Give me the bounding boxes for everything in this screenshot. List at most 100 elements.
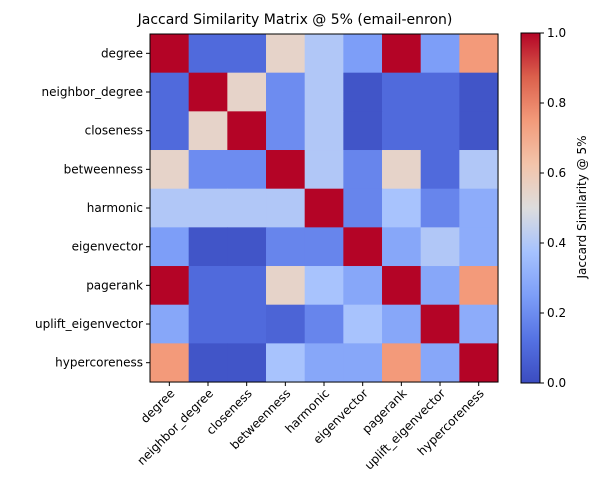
heatmap-cell [227,188,267,228]
heatmap-cell [382,34,422,74]
heatmap-cell [227,150,267,190]
heatmap-cell [227,72,267,112]
heatmap-cell [420,72,460,112]
heatmap-cell [266,266,306,306]
heatmap-cell [304,111,344,151]
heatmap-cell [382,343,422,383]
heatmap-cell [382,72,422,112]
heatmap-cell [382,304,422,344]
chart-title: Jaccard Similarity Matrix @ 5% (email-en… [137,12,453,28]
heatmap-cell [150,304,190,344]
heatmap-cell [304,304,344,344]
heatmap-cell [420,266,460,306]
heatmap-cell [459,111,499,151]
heatmap-cells [150,34,499,383]
heatmap-axes [146,33,499,387]
heatmap-cell [188,227,228,267]
heatmap-cell [304,150,344,190]
heatmap-cell [188,150,228,190]
heatmap-cell [304,72,344,112]
heatmap-cell [188,72,228,112]
colorbar-tick-label: 0.8 [547,96,566,110]
heatmap-cell [343,72,383,112]
heatmap-cell [343,304,383,344]
x-tick-labels: degreeneighbor_degreeclosenessbetweennes… [134,386,486,472]
colorbar-tick-label: 0.0 [547,376,566,390]
heatmap-cell [459,227,499,267]
heatmap-cell [227,266,267,306]
heatmap-cell [188,34,228,74]
heatmap-cell [188,266,228,306]
heatmap-cell [304,227,344,267]
colorbar-tick-label: 1.0 [547,26,566,40]
y-tick-label: uplift_eigenvector [35,317,143,331]
heatmap-cell [343,343,383,383]
heatmap-cell [382,111,422,151]
colorbar-label: Jaccard Similarity @ 5% [575,136,589,280]
heatmap-cell [150,266,190,306]
heatmap-cell [304,266,344,306]
heatmap-cell [420,304,460,344]
y-tick-labels: degree neighbor_degree closeness betweennes… [35,46,143,369]
colorbar-frame [520,32,541,384]
heatmap-cell [188,111,228,151]
heatmap-cell [459,72,499,112]
heatmap-cell [266,111,306,151]
heatmap-cell [343,188,383,228]
heatmap-cell [266,72,306,112]
heatmap-cell [227,34,267,74]
heatmap-cell [420,150,460,190]
heatmap-cell [266,227,306,267]
heatmap-cell [266,34,306,74]
heatmap-cell [266,150,306,190]
colorbar-tick-label: 0.6 [547,166,566,180]
heatmap-cell [304,343,344,383]
heatmap-cell [420,34,460,74]
colorbar: 0.0 0.2 0.4 0.6 0.8 1.0 [520,26,566,390]
colorbar-tick-label: 0.4 [547,236,566,250]
heatmap-cell [343,150,383,190]
heatmap-cell [382,227,422,267]
heatmap-cell [382,188,422,228]
heatmap-cell [150,111,190,151]
heatmap-cell [304,188,344,228]
heatmap-cell [343,111,383,151]
heatmap-cell [150,34,190,74]
heatmap-cell [420,343,460,383]
heatmap-cell [459,304,499,344]
heatmap-cell [227,304,267,344]
heatmap-cell [188,304,228,344]
heatmap-cell [420,111,460,151]
heatmap-cell [420,227,460,267]
y-tick-label: hypercoreness [55,356,143,370]
heatmap-cell [304,34,344,74]
colorbar-gradient [521,33,540,383]
heatmap-cell [188,343,228,383]
heatmap-cell [150,227,190,267]
y-tick-label: neighbor_degree [42,85,144,99]
heatmap-cell [150,188,190,228]
heatmap-cell [459,150,499,190]
heatmap-cell [266,188,306,228]
heatmap-cell [420,188,460,228]
heatmap-cell [343,266,383,306]
heatmap-cell [227,227,267,267]
heatmap-cell [459,188,499,228]
heatmap-cell [459,266,499,306]
heatmap-cell [266,304,306,344]
x-tick-label: hypercoreness [415,386,487,458]
y-tick-label: harmonic [87,201,143,215]
y-tick-label: degree [101,46,143,60]
heatmap-cell [459,343,499,383]
heatmap-cell [188,188,228,228]
heatmap-cell [227,111,267,151]
heatmap-cell [150,72,190,112]
heatmap-cell [382,150,422,190]
y-tick-label: pagerank [86,278,143,292]
heatmap-cell [227,343,267,383]
heatmap-cell [343,34,383,74]
colorbar-tick-label: 0.2 [547,306,566,320]
heatmap-cell [459,34,499,74]
y-tick-label: closeness [85,124,143,138]
